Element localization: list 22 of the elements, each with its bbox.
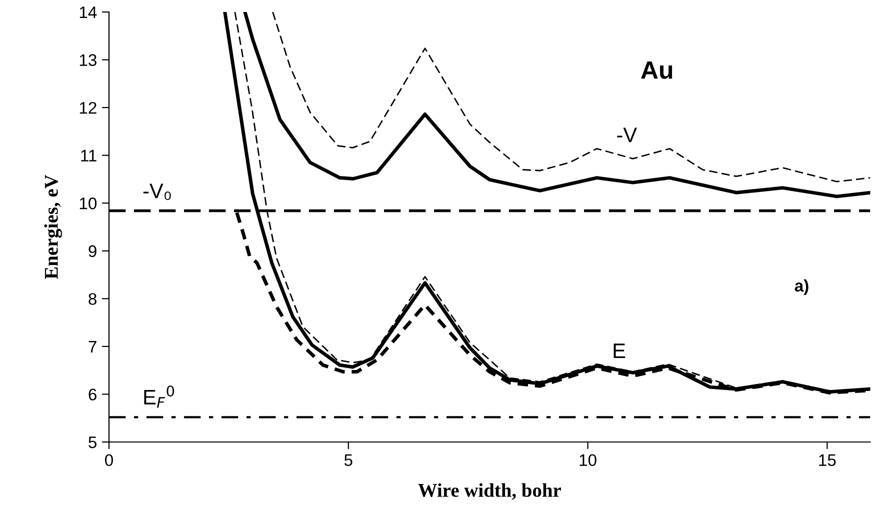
- ref-line-label: -V₀: [143, 184, 171, 200]
- y-tick-label: 9: [88, 245, 96, 258]
- y-tick-label: 6: [88, 388, 96, 400]
- x-tick-label: 0: [105, 454, 113, 466]
- x-tick-label: 10: [580, 454, 596, 466]
- y-tick-label: 8: [88, 293, 96, 305]
- annotation: a): [794, 279, 808, 295]
- y-tick-label: 13: [80, 54, 96, 66]
- y-tick-label: 14: [80, 6, 97, 18]
- ref-line-label: E$_{F}$$^{0}$: [144, 386, 174, 408]
- y-tick-label: 7: [88, 341, 96, 352]
- y-tick-label: 12: [80, 102, 96, 114]
- x-tick-label: 5: [344, 454, 352, 466]
- annotation: E: [614, 344, 626, 358]
- y-axis-title: Energies, eV: [44, 174, 62, 280]
- annotation: -V: [617, 128, 637, 142]
- x-tick-label: 15: [819, 454, 836, 466]
- annotation: Au: [641, 61, 672, 79]
- x-axis-title: Wire width, bohr: [418, 483, 561, 500]
- y-tick-label: 10: [80, 198, 97, 210]
- y-tick-label: 5: [88, 436, 96, 448]
- y-tick-label: 11: [81, 150, 96, 162]
